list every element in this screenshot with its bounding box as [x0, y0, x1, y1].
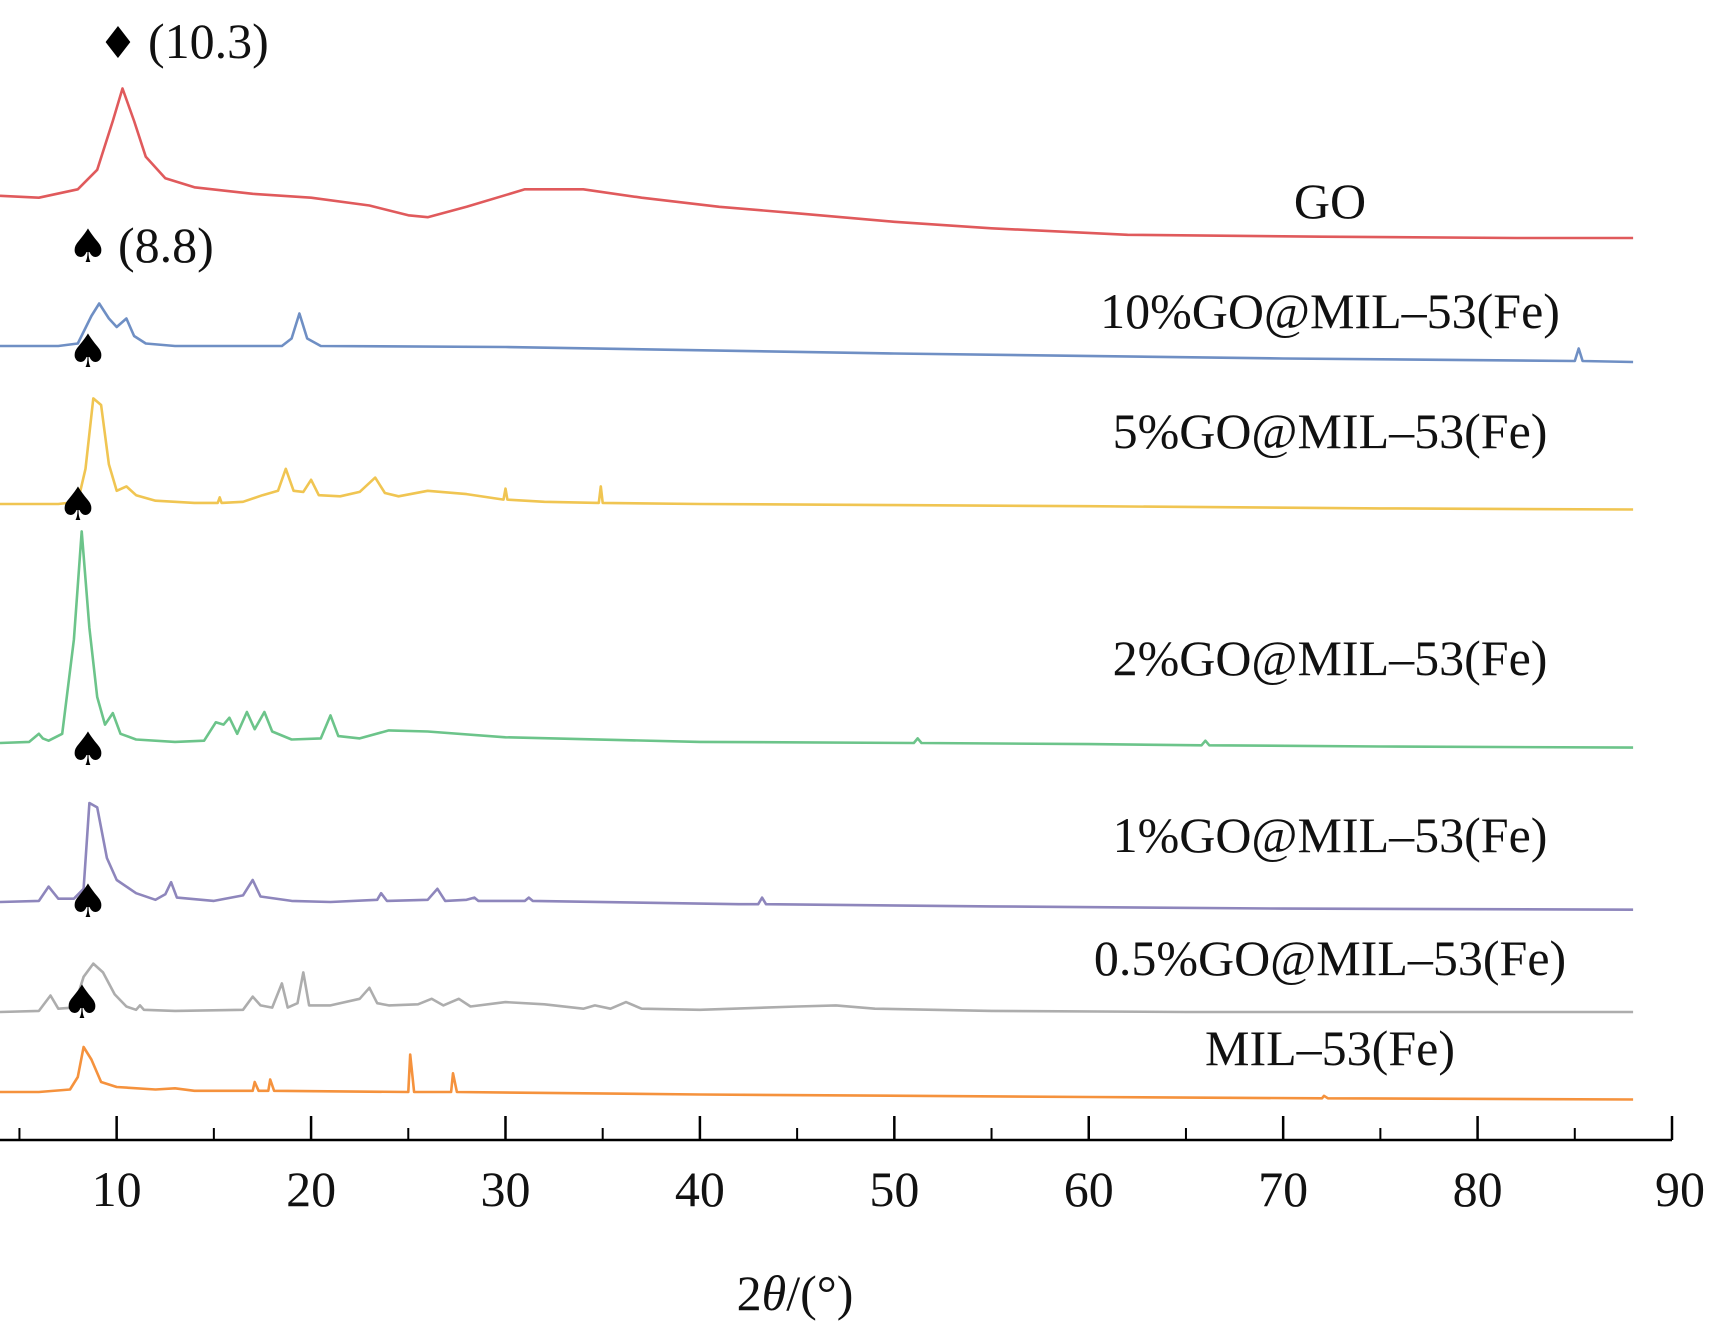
- peak-marker-layer: ♦ (10.3)♠ (8.8)♠♠♠♠♠: [57, 13, 268, 1029]
- spade-marker-icon-2: ♠: [67, 219, 108, 273]
- x-tick-label-40: 40: [675, 1161, 725, 1217]
- peak-label-1: (10.3): [148, 13, 269, 69]
- series-line-3: [0, 397, 1634, 511]
- x-tick-label-70: 70: [1258, 1161, 1308, 1217]
- x-axis-title: 2θ/(°): [737, 1265, 854, 1321]
- curve-label-layer: GO 10%GO@MIL–53(Fe) 5%GO@MIL–53(Fe) 2%GO@MI…: [1094, 173, 1566, 1076]
- x-tick-label-60: 60: [1064, 1161, 1114, 1217]
- spade-marker-icon-6: ♠: [67, 874, 108, 928]
- series-line-6: [0, 962, 1634, 1014]
- x-tick-label-20: 20: [286, 1161, 336, 1217]
- curve-label-4: 2%GO@MIL–53(Fe): [1113, 630, 1548, 686]
- spade-marker-icon-7: ♠: [61, 975, 102, 1029]
- spade-marker-icon-5: ♠: [67, 722, 108, 776]
- curve-label-7: MIL–53(Fe): [1205, 1020, 1455, 1076]
- spade-marker-icon-4: ♠: [57, 477, 98, 531]
- diamond-marker-icon-1: ♦: [98, 18, 137, 69]
- x-tick-label-80: 80: [1453, 1161, 1503, 1217]
- series-line-4: [0, 530, 1634, 749]
- x-tick-label-10: 10: [92, 1161, 142, 1217]
- series-line-5: [0, 801, 1634, 911]
- curve-label-6: 0.5%GO@MIL–53(Fe): [1094, 930, 1566, 986]
- x-tick-label-90: 90: [1655, 1161, 1705, 1217]
- series-layer: [0, 87, 1634, 1101]
- curve-label-3: 5%GO@MIL–53(Fe): [1113, 403, 1548, 459]
- series-line-1: [0, 87, 1634, 240]
- curve-label-5: 1%GO@MIL–53(Fe): [1113, 807, 1548, 863]
- peak-label-2: (8.8): [118, 217, 214, 273]
- curve-label-2: 10%GO@MIL–53(Fe): [1100, 283, 1560, 339]
- x-tick-label-50: 50: [869, 1161, 919, 1217]
- curve-label-1: GO: [1294, 173, 1366, 229]
- series-line-2: [0, 302, 1634, 364]
- spade-marker-icon-3: ♠: [67, 324, 108, 378]
- series-line-7: [0, 1045, 1634, 1101]
- x-axis: 10 20 30 40 50 60 70 80 90: [0, 1116, 1705, 1217]
- x-tick-label-30: 30: [480, 1161, 530, 1217]
